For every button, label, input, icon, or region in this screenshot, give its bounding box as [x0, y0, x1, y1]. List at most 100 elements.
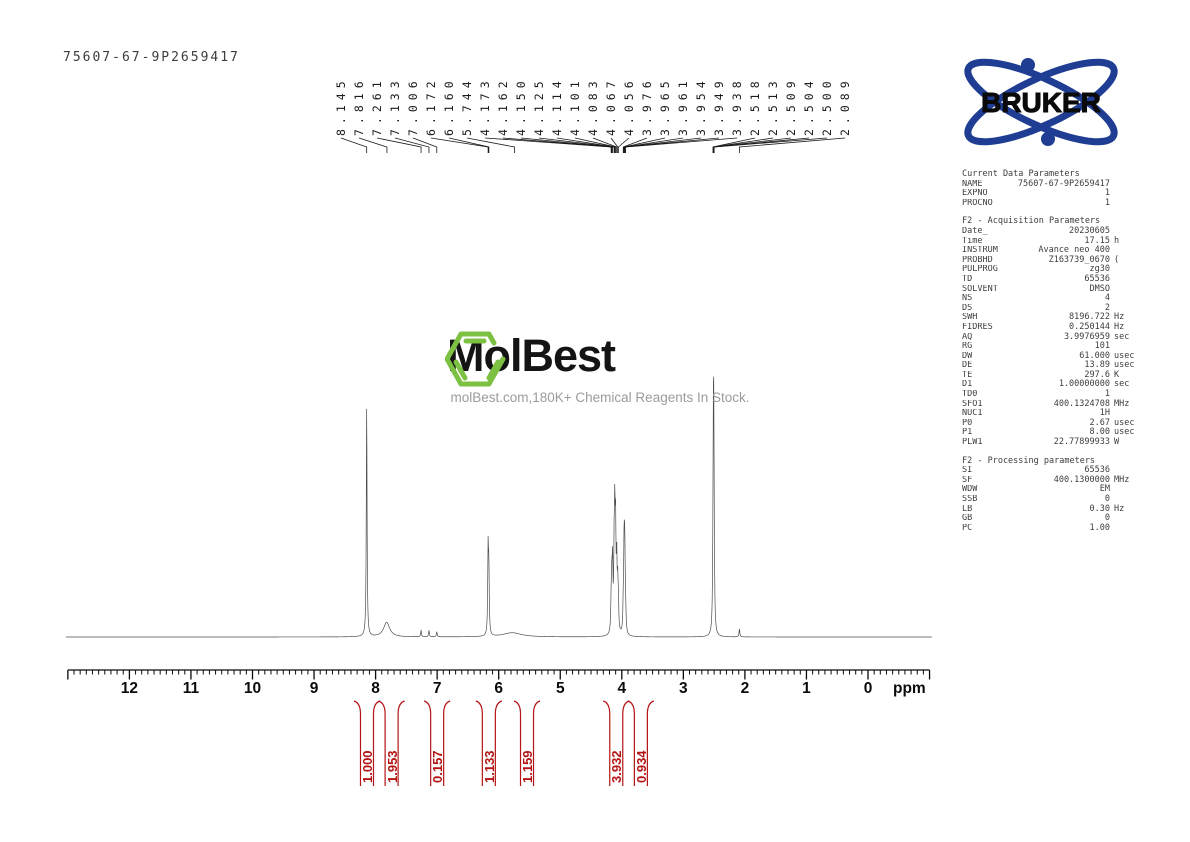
- param-row: TE 297.6 K: [962, 369, 1142, 381]
- param-value: 1: [1104, 389, 1110, 400]
- axis-tick-number: 4: [617, 680, 627, 697]
- peak-ppm-label: 6.160: [442, 76, 456, 136]
- param-row: SF 400.1300000 MHz: [962, 475, 1142, 486]
- param-name: INSTRUM: [962, 246, 998, 256]
- param-row: DE 13.89 usec: [962, 361, 1142, 371]
- integral-value: 0.934: [633, 750, 649, 783]
- param-value: 1: [1104, 188, 1110, 199]
- parameters-panel: Current Data Parameters NAME 75607-67-9P26…: [962, 169, 1142, 533]
- param-unit: Hz: [1114, 312, 1125, 323]
- param-value: zg30: [1089, 264, 1110, 275]
- param-name: SFO1: [962, 399, 983, 409]
- axis-unit-label: ppm: [893, 680, 926, 697]
- param-value: 3.9976959: [1063, 331, 1110, 342]
- param-name: TD0: [962, 390, 978, 400]
- param-section-title: F2 - Acquisition Parameters: [962, 216, 1101, 227]
- param-row: SI 65536: [962, 466, 1142, 476]
- param-value: 297.6: [1084, 369, 1110, 380]
- param-unit: usec: [1114, 417, 1135, 428]
- param-value: 1.00: [1089, 522, 1110, 533]
- param-value: 1.00000000: [1058, 379, 1110, 390]
- peak-ppm-label: 3.949: [712, 76, 726, 136]
- param-unit: usec: [1114, 360, 1135, 371]
- axis-tick-number: 1: [802, 680, 811, 697]
- param-row: Date_ 20230605: [962, 225, 1142, 237]
- peak-ppm-label: 4.056: [622, 76, 636, 136]
- param-row: TD 65536: [962, 273, 1142, 285]
- param-value: DMSO: [1089, 283, 1110, 294]
- molbest-subtitle: molBest.com,180K+ Chemical Reagents In S…: [450, 390, 750, 405]
- param-name: DW: [962, 351, 973, 361]
- param-name: NUC1: [962, 409, 983, 419]
- param-row: DW 61.000 usec: [962, 350, 1142, 362]
- param-name: D1: [962, 380, 973, 390]
- param-row: PLW1 22.77899933 W: [962, 437, 1142, 448]
- param-value: 75607-67-9P2659417: [1017, 178, 1110, 189]
- param-name: Time: [962, 236, 983, 246]
- param-name: SOLVENT: [962, 284, 998, 294]
- param-value: 4: [1104, 293, 1110, 304]
- benzene-hexagon-icon: [445, 331, 506, 387]
- peak-ppm-label: 4.125: [532, 76, 546, 136]
- param-row: PULPROG zg30: [962, 265, 1142, 275]
- param-name: SWH: [962, 313, 978, 323]
- param-value: 65536: [1084, 465, 1110, 476]
- peak-ppm-label: 5.744: [460, 76, 474, 136]
- peak-ppm-label: 4.162: [496, 76, 510, 136]
- param-value: 61.000: [1079, 350, 1110, 361]
- param-value: 8.00: [1089, 427, 1110, 438]
- param-row: FIDRES 0.250144 Hz: [962, 322, 1142, 333]
- param-value: 1H: [1099, 408, 1110, 419]
- peak-ppm-label: 2.500: [820, 76, 834, 136]
- param-value: 8196.722: [1069, 312, 1110, 323]
- axis-tick-number: 5: [555, 680, 565, 697]
- param-name: PROCNO: [962, 198, 993, 208]
- peak-ppm-label: 6.172: [424, 76, 438, 136]
- axis-tick-number: 3: [679, 680, 688, 697]
- param-value: 2: [1104, 302, 1110, 313]
- param-row: Time 17.15 h: [962, 236, 1142, 247]
- param-unit: usec: [1114, 350, 1135, 361]
- peak-ppm-label: 7.816: [352, 76, 366, 136]
- axis-tick-number: 12: [120, 680, 139, 697]
- peak-ppm-label: 3.938: [730, 76, 744, 136]
- axis-tick-number: 8: [371, 680, 380, 697]
- param-section-title: F2 - Processing parameters: [962, 455, 1096, 466]
- param-name: PLW1: [962, 438, 983, 448]
- param-value: 20230605: [1069, 225, 1110, 236]
- param-name: TD: [962, 274, 973, 284]
- param-name: PULPROG: [962, 265, 998, 275]
- param-unit: [1110, 189, 1142, 199]
- param-value: 22.77899933: [1053, 437, 1110, 448]
- param-value: 0: [1104, 513, 1110, 524]
- peak-ppm-label: 3.965: [658, 76, 672, 136]
- param-unit: (: [1114, 254, 1120, 265]
- peak-ppm-label: 4.150: [514, 76, 528, 136]
- axis-tick-number: 2: [740, 680, 750, 697]
- param-name: TE: [962, 370, 973, 380]
- param-value: 2.67: [1089, 417, 1110, 428]
- param-name: SSB: [962, 495, 978, 504]
- peak-ppm-label: 3.954: [694, 76, 708, 136]
- param-unit: sec: [1114, 379, 1130, 390]
- param-unit: W: [1114, 437, 1120, 448]
- param-row: LB 0.30 Hz: [962, 504, 1142, 515]
- param-name: NS: [962, 294, 973, 304]
- peak-ppm-label: 4.173: [478, 76, 492, 136]
- param-unit: [1110, 199, 1142, 209]
- param-row: SSB 0: [962, 494, 1142, 505]
- param-name: FIDRES: [962, 322, 993, 332]
- peak-ppm-label: 2.504: [802, 76, 816, 136]
- param-unit: [1110, 180, 1142, 190]
- param-row: NS 4: [962, 294, 1142, 304]
- param-row: PROBHD Z163739_0670 (: [962, 254, 1142, 266]
- param-value: 65536: [1084, 273, 1110, 284]
- peak-ppm-label: 2.509: [784, 76, 798, 136]
- peak-ppm-label: 4.101: [568, 76, 582, 136]
- param-row: AQ 3.9976959 sec: [962, 331, 1142, 343]
- param-unit: [1110, 485, 1142, 495]
- sample-id: 75607-67-9P2659417: [63, 50, 240, 65]
- param-row: INSTRUM Avance neo 400: [962, 246, 1142, 256]
- peak-ppm-label: 7.006: [406, 76, 420, 136]
